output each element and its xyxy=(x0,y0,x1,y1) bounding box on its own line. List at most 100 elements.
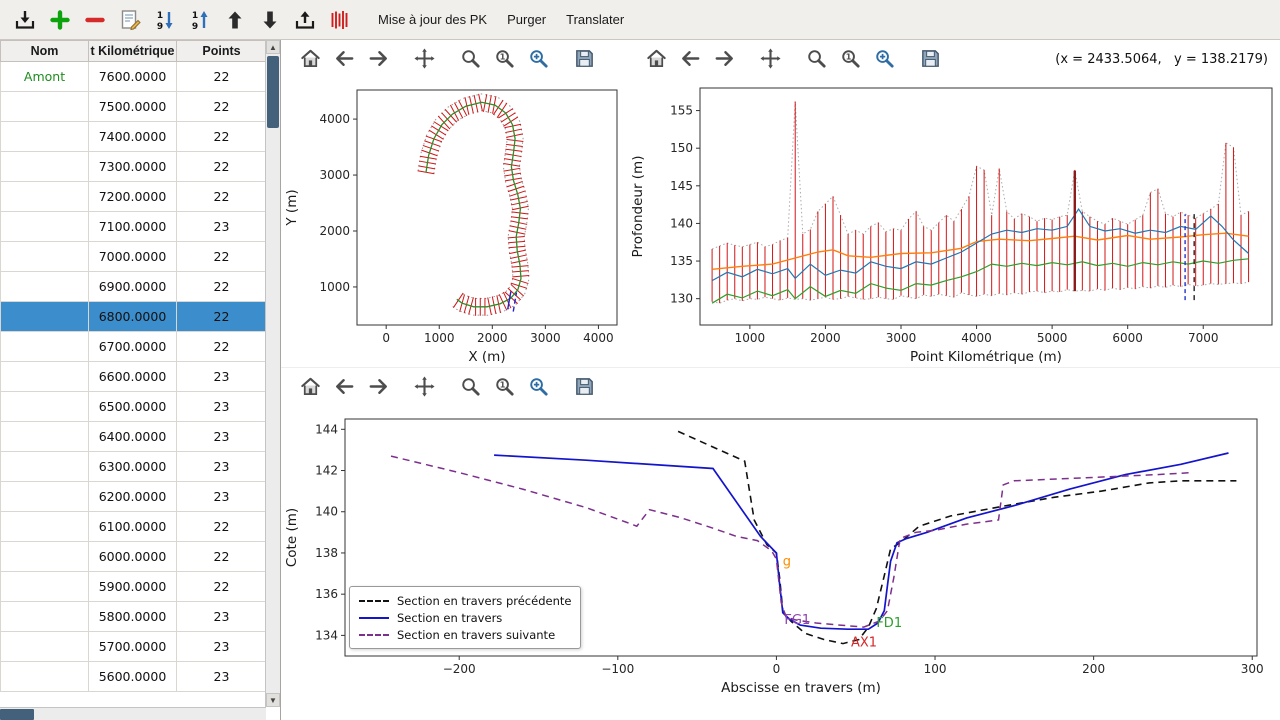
cell-nom[interactable] xyxy=(0,91,89,122)
save-icon[interactable] xyxy=(917,44,947,72)
table-row[interactable]: 6400.0000 23 xyxy=(0,421,267,452)
cell-pk[interactable]: 6200.0000 xyxy=(88,481,177,512)
save-icon[interactable] xyxy=(571,44,601,72)
cell-pk[interactable]: 7600.0000 xyxy=(88,61,177,92)
zoom-one-icon[interactable]: 1 xyxy=(491,372,521,400)
cell-points[interactable]: 22 xyxy=(176,301,267,332)
profile-plot-canvas[interactable]: 1000 2000 3000 4000 5000 6000 7000 130 135 140 145… xyxy=(627,76,1280,367)
scroll-up-icon[interactable]: ▲ xyxy=(266,40,280,54)
section-plot-canvas[interactable]: −200 −100 0 100 200 300 134 136 138 140 142 144 Absc… xyxy=(281,404,1280,720)
pan-icon[interactable] xyxy=(757,44,787,72)
cell-nom[interactable] xyxy=(0,601,89,632)
pan-icon[interactable] xyxy=(411,372,441,400)
table-row[interactable]: 6000.0000 22 xyxy=(0,541,267,572)
cell-nom[interactable] xyxy=(0,511,89,542)
table-row[interactable]: 7500.0000 22 xyxy=(0,91,267,122)
cell-nom[interactable] xyxy=(0,151,89,182)
table-row[interactable]: 6500.0000 23 xyxy=(0,391,267,422)
zoom-plus-icon[interactable] xyxy=(525,372,555,400)
zoom-plus-icon[interactable] xyxy=(525,44,555,72)
cell-points[interactable]: 22 xyxy=(176,571,267,602)
cell-nom[interactable] xyxy=(0,331,89,362)
horizontal-scrollbar-thumb[interactable] xyxy=(0,709,34,720)
cell-nom[interactable] xyxy=(0,181,89,212)
cell-nom[interactable] xyxy=(0,211,89,242)
cell-points[interactable]: 23 xyxy=(176,451,267,482)
move-down-icon[interactable] xyxy=(255,4,286,35)
add-icon[interactable] xyxy=(45,4,76,35)
table-row[interactable]: 6600.0000 23 xyxy=(0,361,267,392)
table-row[interactable]: 6200.0000 23 xyxy=(0,481,267,512)
cell-nom[interactable] xyxy=(0,241,89,272)
zoom-icon[interactable] xyxy=(457,372,487,400)
cell-nom[interactable] xyxy=(0,391,89,422)
cell-pk[interactable]: 5900.0000 xyxy=(88,571,177,602)
cell-pk[interactable]: 7000.0000 xyxy=(88,241,177,272)
cell-nom[interactable] xyxy=(0,301,89,332)
cell-points[interactable]: 22 xyxy=(176,151,267,182)
horizontal-scrollbar[interactable] xyxy=(0,707,266,720)
table-row[interactable]: Amont 7600.0000 22 xyxy=(0,61,267,92)
cell-nom[interactable] xyxy=(0,541,89,572)
table-row[interactable]: 6900.0000 22 xyxy=(0,271,267,302)
cell-nom[interactable] xyxy=(0,121,89,152)
menu-item-0[interactable]: Mise à jour des PK xyxy=(378,12,488,27)
table-row[interactable]: 6100.0000 22 xyxy=(0,511,267,542)
table-row[interactable]: 7000.0000 22 xyxy=(0,241,267,272)
cell-points[interactable]: 22 xyxy=(176,241,267,272)
cell-pk[interactable]: 7300.0000 xyxy=(88,151,177,182)
pan-icon[interactable] xyxy=(411,44,441,72)
cell-pk[interactable]: 6800.0000 xyxy=(88,301,177,332)
cell-points[interactable]: 23 xyxy=(176,631,267,662)
vertical-scrollbar-thumb[interactable] xyxy=(267,56,279,128)
table-row[interactable]: 6300.0000 23 xyxy=(0,451,267,482)
cell-points[interactable]: 22 xyxy=(176,91,267,122)
cell-points[interactable]: 22 xyxy=(176,331,267,362)
zoom-plus-icon[interactable] xyxy=(871,44,901,72)
cell-pk[interactable]: 5700.0000 xyxy=(88,631,177,662)
zoom-one-icon[interactable]: 1 xyxy=(837,44,867,72)
cell-nom[interactable] xyxy=(0,451,89,482)
save-icon[interactable] xyxy=(571,372,601,400)
cell-pk[interactable]: 7200.0000 xyxy=(88,181,177,212)
table-row[interactable]: 5900.0000 22 xyxy=(0,571,267,602)
cell-pk[interactable]: 6700.0000 xyxy=(88,331,177,362)
table-row[interactable]: 7400.0000 22 xyxy=(0,121,267,152)
cell-nom[interactable] xyxy=(0,661,89,692)
cell-points[interactable]: 22 xyxy=(176,271,267,302)
move-up-icon[interactable] xyxy=(220,4,251,35)
menu-item-2[interactable]: Translater xyxy=(566,12,625,27)
export-icon[interactable] xyxy=(290,4,321,35)
cell-pk[interactable]: 6000.0000 xyxy=(88,541,177,572)
cell-pk[interactable]: 6900.0000 xyxy=(88,271,177,302)
cell-pk[interactable]: 6400.0000 xyxy=(88,421,177,452)
edit-icon[interactable] xyxy=(115,4,146,35)
cell-pk[interactable]: 6100.0000 xyxy=(88,511,177,542)
scroll-down-icon[interactable]: ▼ xyxy=(266,693,280,707)
cell-pk[interactable]: 7500.0000 xyxy=(88,91,177,122)
table-row[interactable]: 6700.0000 22 xyxy=(0,331,267,362)
cell-pk[interactable]: 7100.0000 xyxy=(88,211,177,242)
table-row[interactable]: 5600.0000 23 xyxy=(0,661,267,692)
forward-icon[interactable] xyxy=(365,372,395,400)
cell-pk[interactable]: 6600.0000 xyxy=(88,361,177,392)
cell-points[interactable]: 22 xyxy=(176,541,267,572)
table-row[interactable]: 7100.0000 23 xyxy=(0,211,267,242)
cell-points[interactable]: 22 xyxy=(176,121,267,152)
forward-icon[interactable] xyxy=(711,44,741,72)
cell-points[interactable]: 23 xyxy=(176,361,267,392)
cell-points[interactable]: 22 xyxy=(176,181,267,212)
table-row[interactable]: 5700.0000 23 xyxy=(0,631,267,662)
zoom-icon[interactable] xyxy=(803,44,833,72)
back-icon[interactable] xyxy=(331,44,361,72)
back-icon[interactable] xyxy=(331,372,361,400)
cell-points[interactable]: 22 xyxy=(176,511,267,542)
vertical-scrollbar[interactable]: ▲ ▼ xyxy=(265,40,280,707)
cell-points[interactable]: 22 xyxy=(176,61,267,92)
cell-points[interactable]: 23 xyxy=(176,391,267,422)
cell-points[interactable]: 23 xyxy=(176,601,267,632)
table-row[interactable]: 7300.0000 22 xyxy=(0,151,267,182)
cell-nom[interactable] xyxy=(0,481,89,512)
